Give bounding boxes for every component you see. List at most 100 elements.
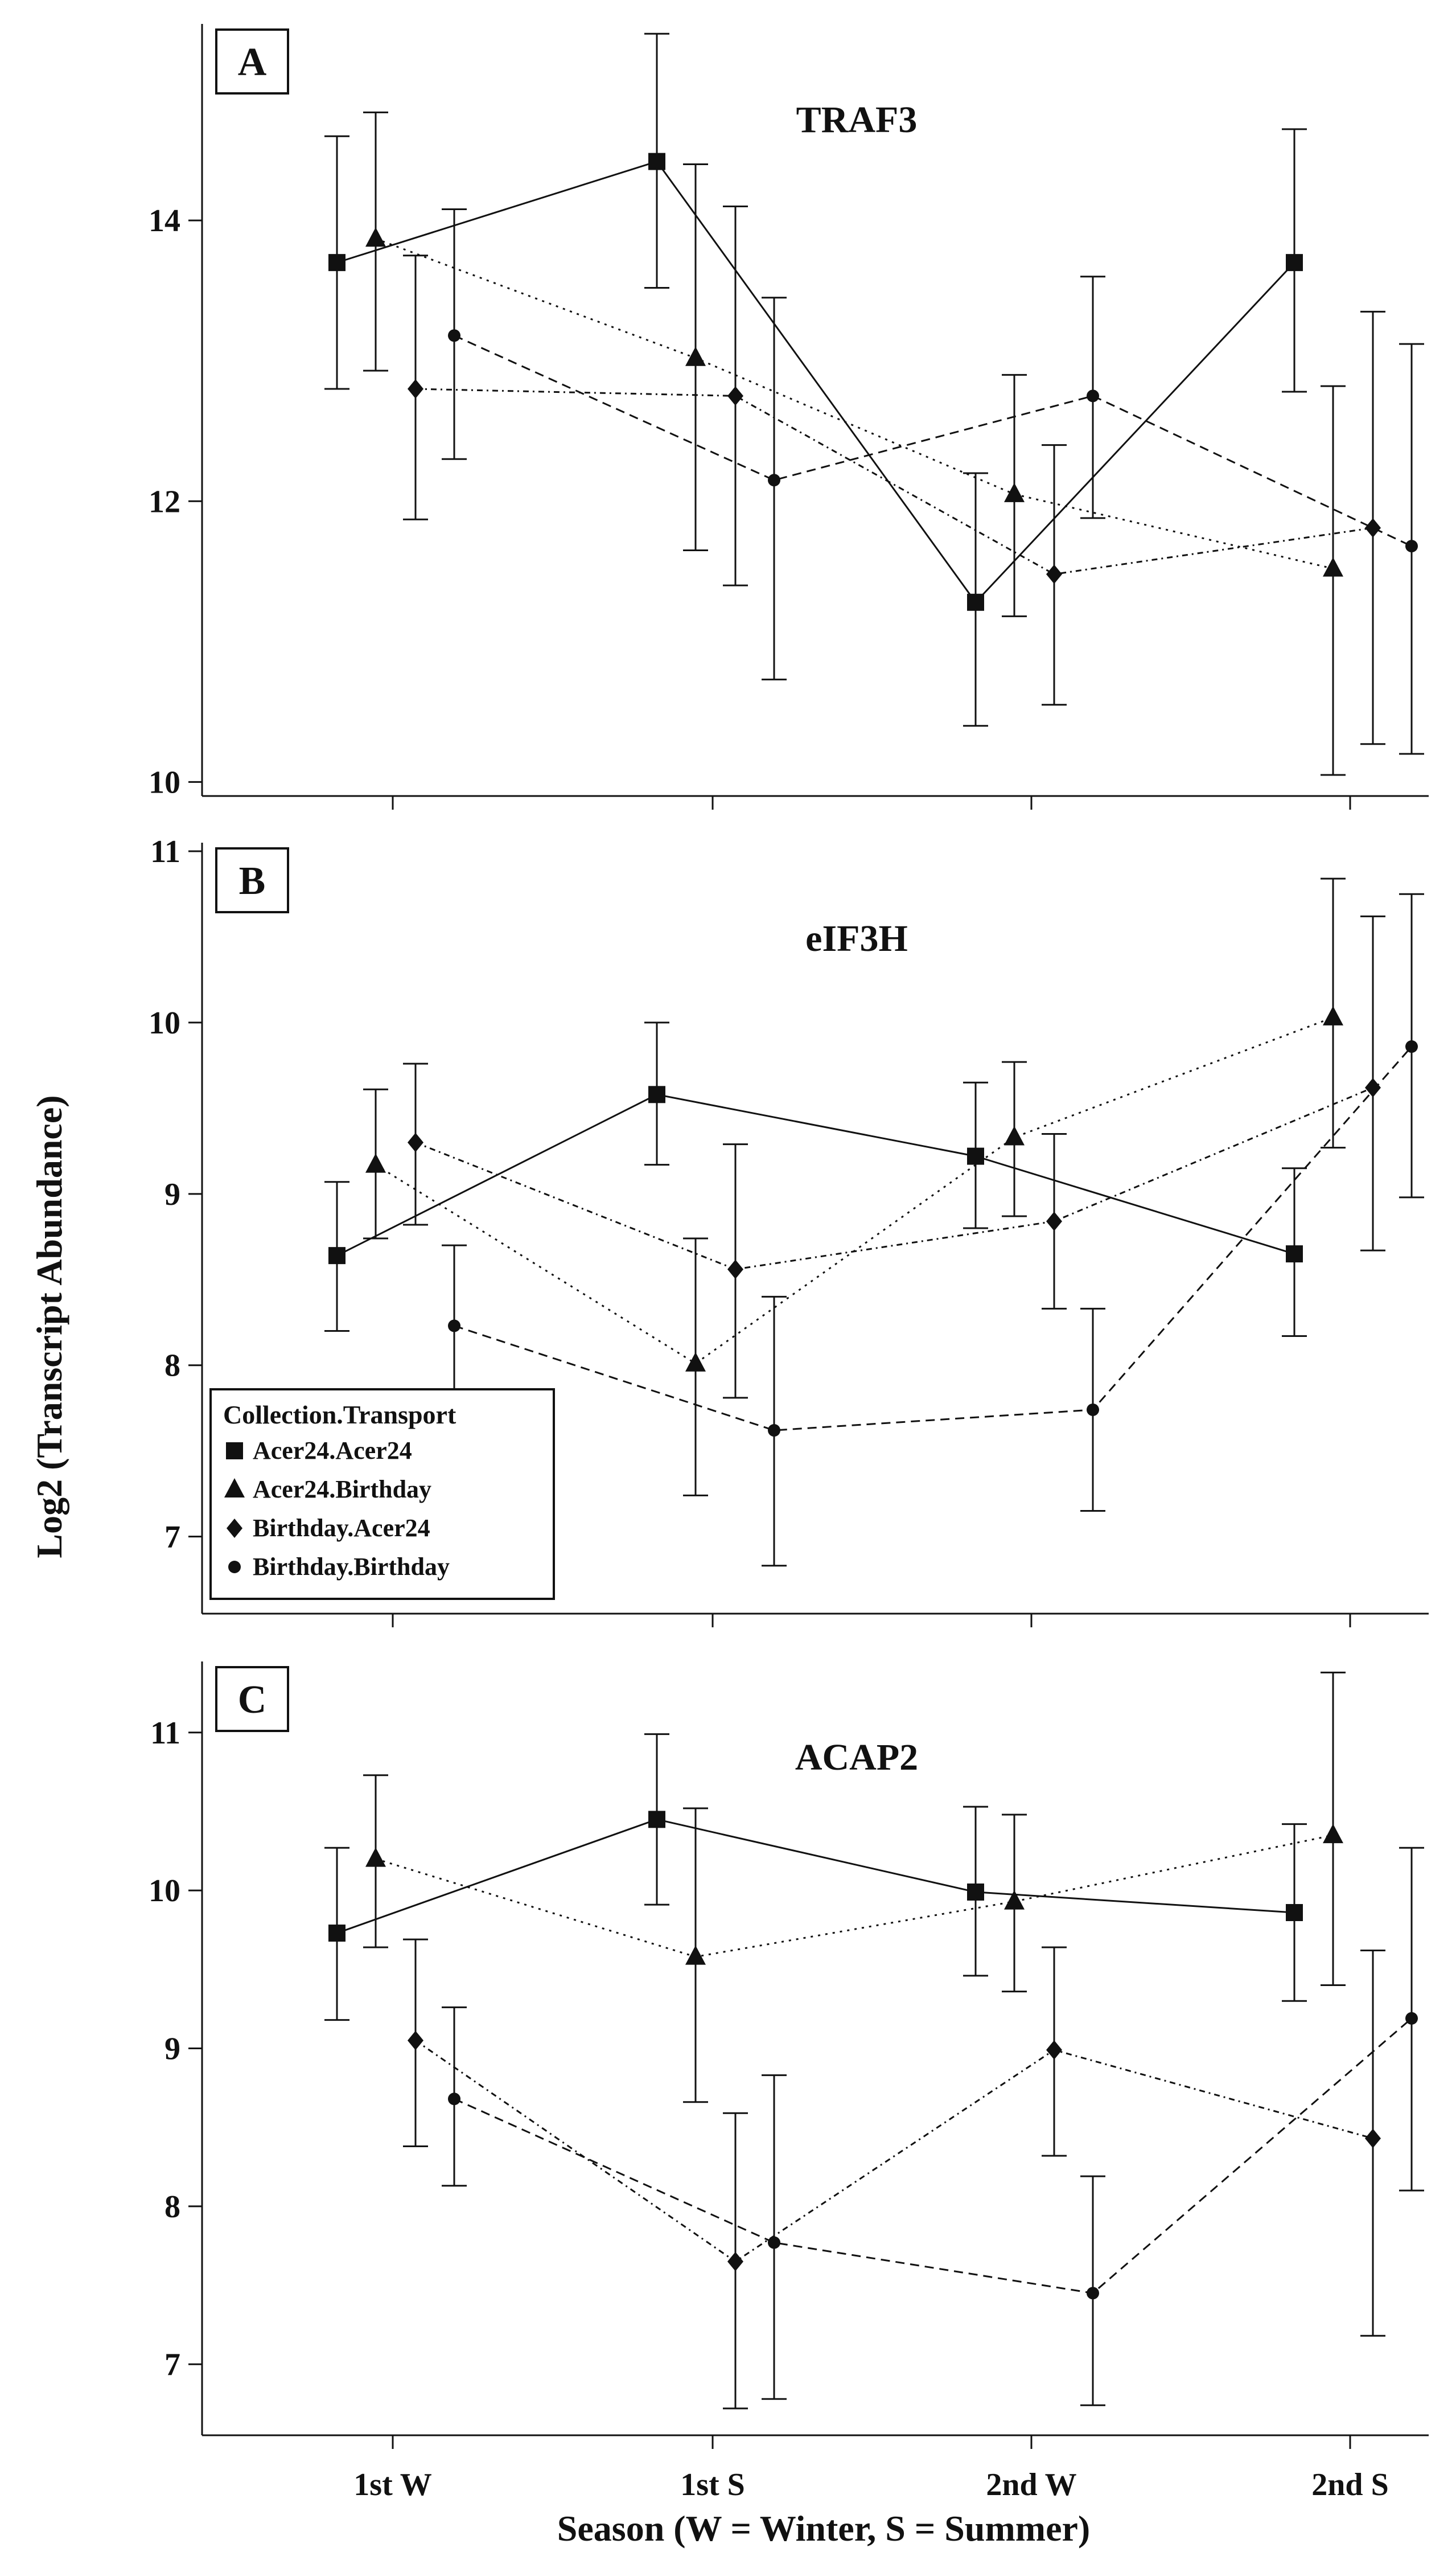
y-tick-label: 7 <box>164 2347 180 2382</box>
y-tick-label: 12 <box>149 484 180 519</box>
data-point <box>1286 1903 1303 1921</box>
y-axis-title: Log2 (Transcript Abundance) <box>29 1095 69 1558</box>
data-point <box>967 593 984 611</box>
data-point <box>685 346 706 366</box>
series-birthday-acer24 <box>403 1938 1385 2410</box>
panel-letter: B <box>239 859 266 903</box>
panel-letter-box <box>215 28 289 95</box>
series-birthday-acer24 <box>403 915 1385 1399</box>
panel-c: 7 8 9 10 11 C ACAP2 1st W 1st S 2nd W 2nd S <box>149 1661 1429 2502</box>
data-point <box>648 1086 665 1103</box>
data-point <box>1365 1078 1381 1098</box>
x-tick-label: 2nd S <box>1311 2467 1388 2502</box>
series-acer24-birthday <box>363 1671 1346 2103</box>
y-tick-label: 8 <box>164 2189 180 2225</box>
legend-marker <box>227 1519 242 1538</box>
data-point <box>768 1424 780 1437</box>
data-point <box>768 2236 780 2249</box>
series-line <box>454 2017 1412 2294</box>
data-point <box>1323 557 1343 577</box>
data-point <box>727 386 743 406</box>
y-tick-label: 10 <box>149 1873 180 1909</box>
series-line <box>454 334 1412 547</box>
legend-box <box>209 1388 555 1600</box>
series-acer24-acer24 <box>324 1021 1307 1337</box>
data-point <box>1087 2287 1099 2300</box>
data-point <box>1405 540 1418 553</box>
data-point <box>727 1259 743 1279</box>
panel-title: ACAP2 <box>795 1737 918 1778</box>
data-point <box>328 1247 346 1265</box>
y-tick-label: 9 <box>164 1177 180 1212</box>
data-point <box>448 2093 460 2106</box>
y-tick-label: 10 <box>149 765 180 800</box>
data-point <box>967 1147 984 1165</box>
data-point <box>967 1883 984 1901</box>
panel-letter-box <box>215 847 289 913</box>
data-point <box>448 1319 460 1332</box>
series-line <box>415 388 1373 576</box>
data-point <box>685 1945 706 1965</box>
series-acer24-birthday <box>363 111 1346 776</box>
legend-label: Birthday.Birthday <box>253 1553 450 1581</box>
panel-a: 10 12 14 A TRAF3 <box>149 24 1429 810</box>
data-point <box>1365 2128 1381 2148</box>
series-line <box>336 1818 1295 1934</box>
series-birthday-birthday <box>442 893 1424 1567</box>
x-tick-label: 1st S <box>680 2467 745 2502</box>
series-line <box>415 1086 1373 1270</box>
data-point <box>1286 1245 1303 1263</box>
data-point <box>685 1352 706 1372</box>
series-birthday-birthday <box>442 1847 1424 2406</box>
data-point <box>328 1925 346 1942</box>
x-tick-label: 1st W <box>353 2467 431 2502</box>
y-tick-label: 11 <box>150 834 180 869</box>
data-point <box>1004 1890 1025 1910</box>
legend-label: Acer24.Acer24 <box>253 1437 412 1464</box>
data-point <box>1405 2012 1418 2025</box>
data-point <box>1004 482 1025 502</box>
data-point <box>1405 1040 1418 1053</box>
panel-letter: C <box>238 1678 267 1722</box>
legend-label: Acer24.Birthday <box>253 1475 431 1503</box>
legend-item: Acer24.Birthday <box>224 1475 431 1503</box>
data-point <box>408 379 423 399</box>
legend-title: Collection.Transport <box>223 1400 456 1429</box>
y-tick-label: 11 <box>150 1716 180 1751</box>
x-tick-label: 2nd W <box>986 2467 1076 2502</box>
data-point <box>648 153 665 170</box>
series-line <box>415 2040 1373 2263</box>
panel-letter: A <box>238 40 267 84</box>
series-line <box>375 237 1334 570</box>
series-line <box>336 1093 1295 1257</box>
data-point <box>648 1811 665 1828</box>
y-tick-label: 8 <box>164 1348 180 1384</box>
y-tick-label: 10 <box>149 1006 180 1041</box>
legend-marker <box>228 1561 241 1573</box>
data-point <box>1004 1126 1025 1146</box>
x-axis-title: Season (W = Winter, S = Summer) <box>557 2508 1090 2549</box>
legend-item: Birthday.Birthday <box>228 1553 450 1581</box>
data-point <box>1087 1403 1099 1416</box>
data-point <box>408 2030 423 2050</box>
data-point <box>1087 389 1099 403</box>
data-point <box>1046 564 1062 584</box>
data-point <box>768 474 780 487</box>
data-point <box>365 227 386 247</box>
legend-item: Acer24.Acer24 <box>226 1437 412 1464</box>
panel-letter-box <box>215 1666 289 1732</box>
series-line <box>454 1046 1413 1431</box>
data-point <box>1365 518 1381 538</box>
data-point <box>1286 254 1303 272</box>
y-tick-label: 9 <box>164 2032 180 2067</box>
data-point <box>1046 2040 1062 2060</box>
panel-title: TRAF3 <box>796 99 918 141</box>
y-tick-label: 14 <box>149 203 180 239</box>
y-tick-label: 7 <box>164 1520 180 1555</box>
series-birthday-acer24 <box>403 206 1385 745</box>
data-point <box>448 329 460 342</box>
data-point <box>365 1847 386 1867</box>
